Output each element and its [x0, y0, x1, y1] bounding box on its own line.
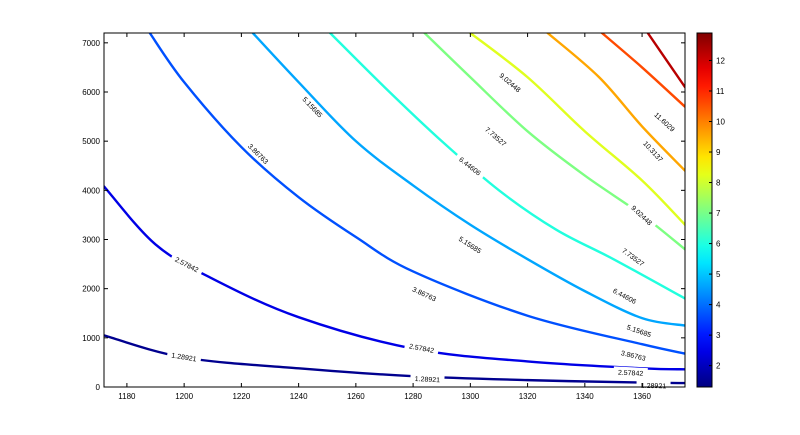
colorbar: 2 3 4 5 6 7 8 9 10 11 12 — [696, 32, 725, 388]
x-tick-label: 1300 — [461, 392, 479, 401]
contour-label-gap — [649, 106, 681, 137]
contour-label-gap — [607, 283, 643, 308]
contour-label-gap — [297, 90, 329, 123]
contour-label-gap — [166, 348, 202, 365]
contour-labels: 1.289211.289211.289212.578422.578422.578… — [166, 67, 681, 391]
colorbar-tick-label: 9 — [716, 148, 721, 157]
plot-frame — [103, 32, 686, 388]
contour-label-gap — [453, 151, 487, 181]
contour-label-gap — [621, 320, 657, 341]
contour-label-group: 5.15685 — [453, 231, 488, 258]
y-tick-label: 4000 — [82, 186, 100, 195]
contour-lines — [104, 33, 685, 385]
contour-label-group: 7.73527 — [479, 121, 513, 152]
contour-label: 2.57842 — [618, 370, 644, 378]
contour-label-group: 2.57842 — [404, 339, 440, 356]
contour-label-group: 2.57842 — [613, 366, 648, 379]
colorbar-tick-label: 3 — [716, 331, 721, 340]
contour-label-gap — [404, 339, 440, 356]
contour-label-group: 6.44606 — [453, 151, 487, 181]
contour-label-group: 1.28921 — [166, 348, 202, 365]
colorbar-gradient — [696, 32, 713, 388]
contour-label-gap — [638, 135, 669, 167]
x-tick-label: 1200 — [175, 392, 193, 401]
colorbar-tick-label: 6 — [716, 240, 721, 249]
contour-label-gap — [410, 372, 445, 385]
colorbar-tick-label: 2 — [716, 362, 721, 371]
contour-label-gap — [453, 231, 488, 258]
y-tick-label: 5000 — [82, 137, 100, 146]
x-tick-label: 1260 — [347, 392, 365, 401]
x-tick-label: 1340 — [576, 392, 594, 401]
colorbar-tick-label: 10 — [716, 118, 725, 127]
y-tick-label: 6000 — [82, 88, 100, 97]
contour-label-gap — [613, 366, 648, 379]
axes: 1180 1200 1220 1240 1260 1280 1300 1320 1340 1360… — [82, 33, 685, 401]
contour-label-gap — [407, 281, 443, 306]
contour-label-gap — [636, 379, 671, 391]
contour-line-3 — [148, 33, 685, 355]
contour-line-4 — [251, 33, 685, 327]
contour-label: 1.28921 — [415, 376, 441, 384]
contour-label-group: 5.15685 — [621, 320, 657, 341]
contour-label-group: 3.86763 — [407, 281, 443, 306]
contour-line-9 — [600, 33, 685, 108]
contour-label-gap — [615, 346, 652, 364]
contour-line-10 — [646, 33, 685, 89]
colorbar-tick-label: 7 — [716, 209, 721, 218]
contour-label-gap — [494, 67, 527, 98]
y-tick-label: 7000 — [82, 39, 100, 48]
colorbar-tick-label: 8 — [716, 179, 721, 188]
contour-line-2 — [104, 185, 685, 371]
contour-label-gap — [169, 251, 205, 277]
x-tick-label: 1280 — [404, 392, 422, 401]
contour-label: 1.28921 — [171, 352, 197, 363]
contour-label-group: 1.28921 — [410, 372, 445, 385]
x-tick-label: 1240 — [290, 392, 308, 401]
x-tick-label: 1320 — [519, 392, 537, 401]
y-tick-label: 2000 — [82, 285, 100, 294]
contour-label-group: 3.86763 — [615, 346, 652, 364]
contour-label: 2.57842 — [408, 343, 434, 355]
contour-label-group: 9.02448 — [626, 199, 658, 231]
colorbar-tick-label: 5 — [716, 270, 721, 279]
x-tick-label: 1180 — [118, 392, 136, 401]
y-tick-label: 1000 — [82, 334, 100, 343]
contour-label-group: 1.28921 — [636, 379, 671, 391]
contour-label-gap — [243, 137, 275, 170]
contour-label-gap — [626, 199, 658, 231]
contour-label-gap — [479, 121, 513, 152]
contour-label-group: 7.73527 — [616, 242, 651, 271]
y-tick-label: 3000 — [82, 236, 100, 245]
contour-label-group: 11.6029 — [649, 106, 681, 137]
x-tick-label: 1360 — [633, 392, 651, 401]
contour-line-8 — [546, 33, 685, 172]
y-tick-label: 0 — [96, 383, 101, 392]
colorbar-tick-label: 4 — [716, 301, 721, 310]
contour-line-7 — [469, 33, 685, 226]
contour-label-group: 2.57842 — [169, 251, 205, 277]
contour-label-gap — [616, 242, 651, 271]
x-tick-label: 1220 — [232, 392, 250, 401]
contour-line-5 — [328, 33, 685, 300]
colorbar-tick-label: 11 — [716, 87, 725, 96]
colorbar-tick-label: 12 — [716, 56, 725, 65]
